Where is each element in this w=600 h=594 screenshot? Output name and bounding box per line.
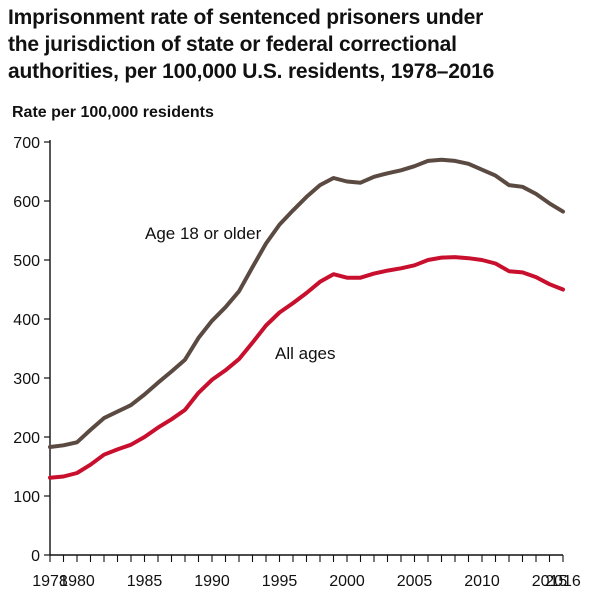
x-tick-label: 2000 <box>329 573 365 590</box>
series-line-age-18-or-older <box>48 157 565 449</box>
series-label-all-ages: All ages <box>275 344 335 363</box>
y-tick-label: 100 <box>13 489 40 506</box>
series-lines <box>48 157 565 480</box>
x-tick-label: 2010 <box>464 573 500 590</box>
x-tick-label: 1995 <box>262 573 298 590</box>
x-tick-label: 2015 <box>532 573 568 590</box>
y-tick-label: 400 <box>13 312 40 329</box>
x-tick-label: 1980 <box>59 573 95 590</box>
x-tick-label: 1978 <box>32 573 68 590</box>
chart-title-line-2: the jurisdiction of state or federal cor… <box>8 33 457 56</box>
chart-title-line-3: authorities, per 100,000 U.S. residents,… <box>8 60 495 83</box>
y-tick-label: 300 <box>13 371 40 388</box>
y-tick-label: 500 <box>13 253 40 270</box>
y-tick-label: 200 <box>13 430 40 447</box>
x-tick-label: 2005 <box>397 573 433 590</box>
chart-title: Imprisonment rate of sentenced prisoners… <box>8 4 593 85</box>
y-tick-label: 0 <box>31 548 40 565</box>
x-tick-label: 2016 <box>545 573 581 590</box>
series-label-age-18-or-older: Age 18 or older <box>145 224 262 243</box>
y-tick-label: 600 <box>13 194 40 211</box>
y-axis-label: Rate per 100,000 residents <box>12 104 214 121</box>
series-line-all-ages <box>48 255 565 480</box>
series-labels: Age 18 or older All ages <box>145 224 335 363</box>
x-tick-label: 1990 <box>194 573 230 590</box>
y-tick-label: 700 <box>13 135 40 152</box>
chart-title-line-1: Imprisonment rate of sentenced prisoners… <box>8 6 484 29</box>
x-tick-label: 1985 <box>127 573 163 590</box>
